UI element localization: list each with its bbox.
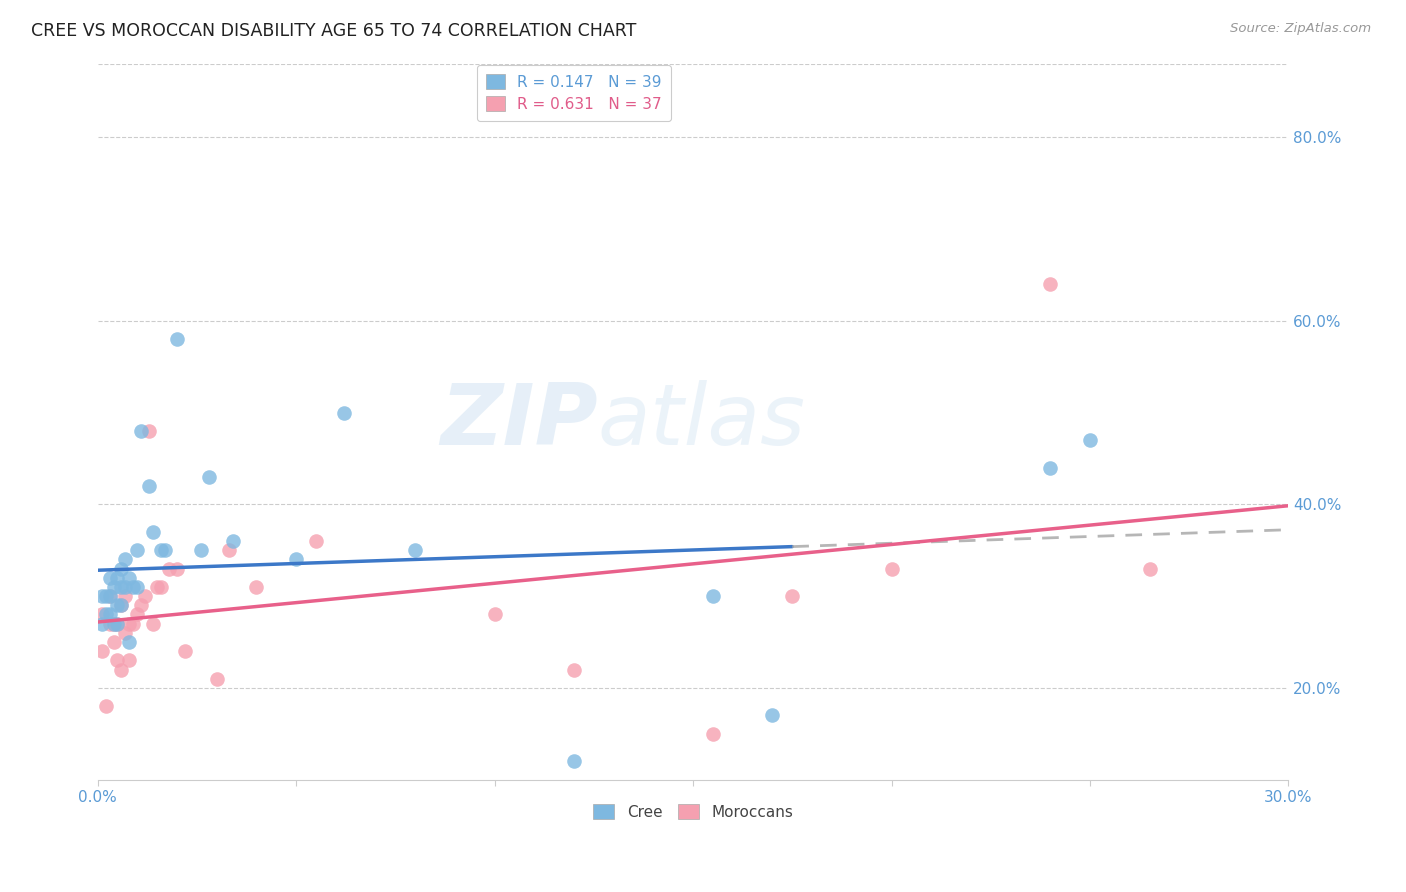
- Point: [134, 589, 156, 603]
- Point: [142, 616, 165, 631]
- Point: [103, 635, 125, 649]
- Text: Source: ZipAtlas.com: Source: ZipAtlas.com: [1230, 22, 1371, 36]
- Point: [98, 589, 121, 603]
- Text: ZIP: ZIP: [440, 380, 598, 463]
- Point: [157, 561, 180, 575]
- Point: [142, 524, 165, 539]
- Point: [107, 599, 129, 613]
- Point: [131, 424, 153, 438]
- Point: [110, 599, 132, 613]
- Point: [110, 663, 132, 677]
- Point: [1078, 433, 1101, 447]
- Point: [114, 552, 136, 566]
- Point: [138, 424, 160, 438]
- Point: [197, 470, 219, 484]
- Point: [166, 332, 188, 346]
- Point: [118, 616, 141, 631]
- Point: [880, 561, 903, 575]
- Point: [146, 580, 169, 594]
- Point: [122, 616, 145, 631]
- Point: [110, 580, 132, 594]
- Point: [110, 561, 132, 575]
- Point: [118, 653, 141, 667]
- Point: [1139, 561, 1161, 575]
- Point: [218, 543, 240, 558]
- Point: [114, 580, 136, 594]
- Point: [702, 727, 724, 741]
- Point: [98, 607, 121, 622]
- Point: [150, 580, 173, 594]
- Point: [107, 616, 129, 631]
- Legend: Cree, Moroccans: Cree, Moroccans: [586, 797, 799, 826]
- Point: [107, 653, 129, 667]
- Point: [98, 571, 121, 585]
- Point: [98, 589, 121, 603]
- Point: [131, 599, 153, 613]
- Point: [118, 571, 141, 585]
- Point: [174, 644, 197, 658]
- Point: [127, 543, 149, 558]
- Point: [761, 708, 783, 723]
- Point: [138, 479, 160, 493]
- Point: [332, 406, 354, 420]
- Point: [127, 580, 149, 594]
- Point: [245, 580, 267, 594]
- Point: [153, 543, 176, 558]
- Point: [114, 589, 136, 603]
- Text: CREE VS MOROCCAN DISABILITY AGE 65 TO 74 CORRELATION CHART: CREE VS MOROCCAN DISABILITY AGE 65 TO 74…: [31, 22, 637, 40]
- Point: [190, 543, 212, 558]
- Point: [780, 589, 803, 603]
- Point: [103, 616, 125, 631]
- Point: [305, 534, 328, 549]
- Point: [562, 663, 585, 677]
- Point: [94, 699, 117, 714]
- Point: [1039, 277, 1062, 292]
- Point: [94, 589, 117, 603]
- Point: [107, 616, 129, 631]
- Point: [1039, 460, 1062, 475]
- Point: [90, 644, 112, 658]
- Point: [221, 534, 243, 549]
- Point: [702, 589, 724, 603]
- Point: [103, 580, 125, 594]
- Point: [90, 589, 112, 603]
- Point: [562, 754, 585, 768]
- Point: [127, 607, 149, 622]
- Point: [404, 543, 426, 558]
- Point: [103, 616, 125, 631]
- Point: [122, 580, 145, 594]
- Point: [98, 616, 121, 631]
- Point: [285, 552, 308, 566]
- Point: [166, 561, 188, 575]
- Point: [90, 616, 112, 631]
- Point: [484, 607, 506, 622]
- Point: [107, 571, 129, 585]
- Point: [110, 599, 132, 613]
- Point: [118, 635, 141, 649]
- Point: [114, 625, 136, 640]
- Point: [90, 607, 112, 622]
- Point: [150, 543, 173, 558]
- Text: atlas: atlas: [598, 380, 806, 463]
- Point: [94, 607, 117, 622]
- Point: [205, 672, 228, 686]
